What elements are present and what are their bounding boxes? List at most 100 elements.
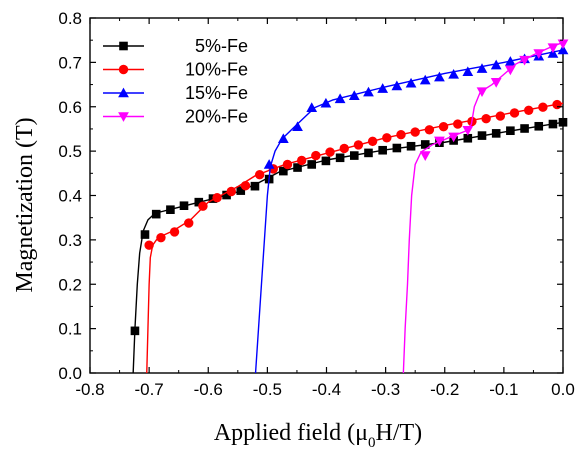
series-layer [130,39,569,374]
axes [89,17,564,374]
data-point [349,151,359,160]
data-point [140,230,150,239]
data-point [463,133,473,143]
data-point [462,125,474,136]
data-point [524,105,534,116]
data-point [434,71,445,82]
data-point [448,132,459,143]
y-tick-label: 0.1 [58,320,82,339]
data-point [378,145,387,155]
data-point [144,240,154,250]
data-point [505,56,516,66]
data-point [548,119,558,129]
data-point [166,205,175,214]
data-point [321,156,331,166]
data-point [533,49,545,59]
data-point [506,126,515,136]
x-tick-label: -0.1 [489,380,518,399]
data-point [334,93,346,104]
y-tick-label: 0.6 [58,98,82,117]
data-point [277,133,289,143]
data-point [293,163,302,172]
series-20%-Fe [402,39,569,374]
legend-item: 20%-Fe [103,107,248,127]
data-point [377,83,389,93]
data-point [495,111,506,121]
x-axis-label-main: Applied field (μ [214,420,368,446]
legend-item: 5%-Fe [103,36,248,56]
x-tick-label: -0.7 [134,380,163,399]
legend-item: 15%-Fe [103,83,248,103]
data-point [325,147,335,157]
data-point [339,143,349,154]
legend-label: 5%-Fe [195,36,248,56]
data-point [538,102,548,112]
data-point [156,232,166,243]
series-line [132,121,564,374]
y-tick-label: 0.5 [58,142,82,161]
data-point [558,117,568,127]
x-tick-label: -0.5 [253,380,282,399]
data-point [406,141,416,151]
data-point [353,140,364,150]
data-point [547,43,559,54]
data-point [448,68,459,79]
data-point [434,136,445,147]
legend-label: 20%-Fe [185,107,248,127]
x-tick-label: -0.2 [430,380,459,399]
data-point [490,78,502,88]
x-tick-label: -0.6 [194,380,223,399]
data-point [282,159,293,170]
data-point [236,186,246,195]
data-point [130,326,140,336]
data-point [335,153,345,163]
data-point [348,90,360,100]
data-point [490,59,502,70]
data-point [438,122,449,132]
data-point [396,130,406,140]
x-tick-label: -0.4 [312,380,341,399]
data-point [198,201,208,211]
data-point [477,131,487,140]
data-point [311,150,321,161]
plot-frame [89,17,564,374]
data-point [263,159,275,169]
data-point [410,127,420,137]
data-point [222,190,231,200]
data-point [279,166,288,176]
data-point [491,129,501,138]
y-tick-label: 0.8 [58,9,82,28]
data-point [184,218,194,228]
legend-label: 15%-Fe [185,83,248,103]
x-axis-label-end: H/T) [376,420,423,446]
data-point [476,87,488,98]
x-axis-label-sub: 0 [368,435,376,451]
data-point [557,44,569,55]
series-15%-Fe [254,44,569,374]
data-point [534,121,544,131]
y-tick-label: 0.2 [58,275,82,294]
data-point [476,63,488,73]
data-point [306,102,318,112]
x-tick-label: -0.3 [371,380,400,399]
data-point [240,181,251,191]
data-point [391,80,403,91]
legend-marker [118,112,129,122]
y-tick-label: 0.4 [58,187,82,206]
data-point [250,181,260,191]
data-point [226,186,237,197]
y-axis-label: Magnetization (T) [12,117,38,292]
data-point [520,124,529,133]
data-point [212,193,222,203]
y-tick-label: 0.3 [58,231,82,250]
data-point [320,97,332,108]
data-point [382,133,392,143]
data-point [509,108,520,118]
y-tick-label: 0.7 [58,53,82,72]
legend-item: 10%-Fe [103,60,248,80]
data-point [364,148,373,158]
data-point [505,65,516,76]
x-tick-label: 0.0 [551,380,575,399]
data-point [557,39,569,50]
